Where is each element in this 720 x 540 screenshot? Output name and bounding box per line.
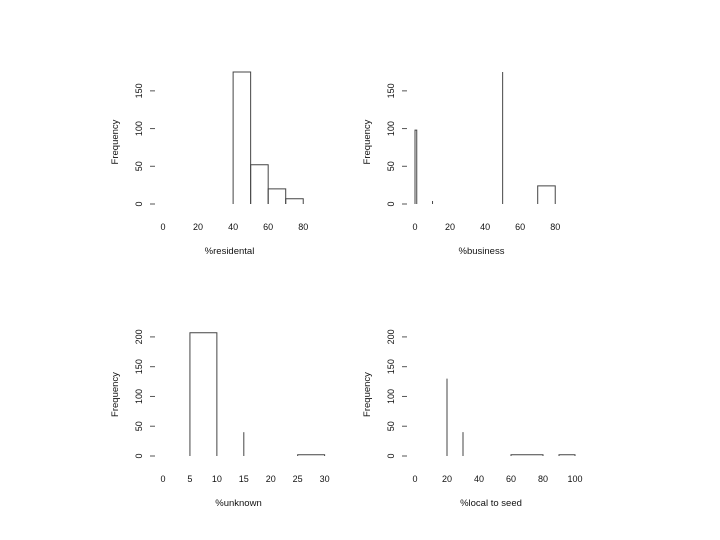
y-tick-label: 0 <box>386 201 396 206</box>
x-tick-label: 80 <box>538 474 548 484</box>
histogram-bar-3 <box>510 454 544 456</box>
histogram-bar-1 <box>189 332 218 456</box>
x-axis-label: %business <box>459 246 505 257</box>
x-tick-label: 100 <box>567 474 582 484</box>
x-tick-label: 40 <box>480 222 490 232</box>
y-tick-label: 0 <box>134 453 144 458</box>
x-tick-label: 40 <box>228 222 238 232</box>
x-tick-label: 40 <box>474 474 484 484</box>
histogram-bar-4 <box>537 185 556 204</box>
x-tick-label: 25 <box>293 474 303 484</box>
histogram-bar-3 <box>297 454 326 456</box>
y-axis-label: Frequency <box>110 119 121 164</box>
y-tick-label: 50 <box>134 161 144 171</box>
x-tick-label: 60 <box>515 222 525 232</box>
x-tick-label: 20 <box>193 222 203 232</box>
histogram-panel-1: 0 20 40 60 80 0 50 100 150 %residental Frequency <box>110 71 308 257</box>
y-tick-label: 150 <box>386 83 396 98</box>
histogram-panel-3: 0 5 10 15 20 25 30 0 50 100 150 200 %unknown Frequenc… <box>110 329 330 509</box>
y-tick-label: 100 <box>134 121 144 136</box>
histogram-panel-2: 0 20 40 60 80 0 50 100 150 %business Frequency <box>362 72 560 257</box>
x-tick-label: 30 <box>320 474 330 484</box>
y-tick-label: 0 <box>134 201 144 206</box>
x-tick-label: 0 <box>412 222 417 232</box>
y-axis-label: Frequency <box>362 372 373 417</box>
histogram-bar-4 <box>285 198 304 204</box>
x-tick-label: 0 <box>412 474 417 484</box>
y-tick-label: 150 <box>134 83 144 98</box>
y-tick-label: 100 <box>386 389 396 404</box>
x-axis-label: %residental <box>205 246 255 257</box>
histogram-bar-1 <box>232 71 252 204</box>
x-axis-label: %local to seed <box>460 498 522 509</box>
histogram-bar-2 <box>250 164 269 204</box>
y-tick-label: 150 <box>134 359 144 374</box>
y-tick-label: 150 <box>386 359 396 374</box>
x-tick-label: 10 <box>212 474 222 484</box>
y-tick-label: 50 <box>386 421 396 431</box>
y-tick-label: 100 <box>386 121 396 136</box>
histogram-bar-4 <box>558 454 576 456</box>
x-tick-label: 60 <box>506 474 516 484</box>
x-axis-label: %unknown <box>215 498 261 509</box>
y-tick-label: 200 <box>134 329 144 344</box>
y-tick-label: 100 <box>134 389 144 404</box>
x-tick-label: 20 <box>442 474 452 484</box>
y-tick-label: 200 <box>386 329 396 344</box>
x-tick-label: 15 <box>239 474 249 484</box>
y-axis-label: Frequency <box>110 372 121 417</box>
histogram-bar-1 <box>414 129 418 204</box>
y-axis-label: Frequency <box>362 119 373 164</box>
y-tick-label: 50 <box>134 421 144 431</box>
x-tick-label: 20 <box>266 474 276 484</box>
x-tick-label: 80 <box>298 222 308 232</box>
y-tick-label: 0 <box>386 453 396 458</box>
x-tick-label: 0 <box>160 222 165 232</box>
histogram-bar-3 <box>267 188 287 204</box>
histogram-panel-4: 0 20 40 60 80 100 0 50 100 150 200 %local to seed Fr… <box>362 329 583 509</box>
x-tick-label: 20 <box>445 222 455 232</box>
x-tick-label: 5 <box>187 474 192 484</box>
y-tick-label: 50 <box>386 161 396 171</box>
x-tick-label: 80 <box>550 222 560 232</box>
x-tick-label: 0 <box>160 474 165 484</box>
x-tick-label: 60 <box>263 222 273 232</box>
